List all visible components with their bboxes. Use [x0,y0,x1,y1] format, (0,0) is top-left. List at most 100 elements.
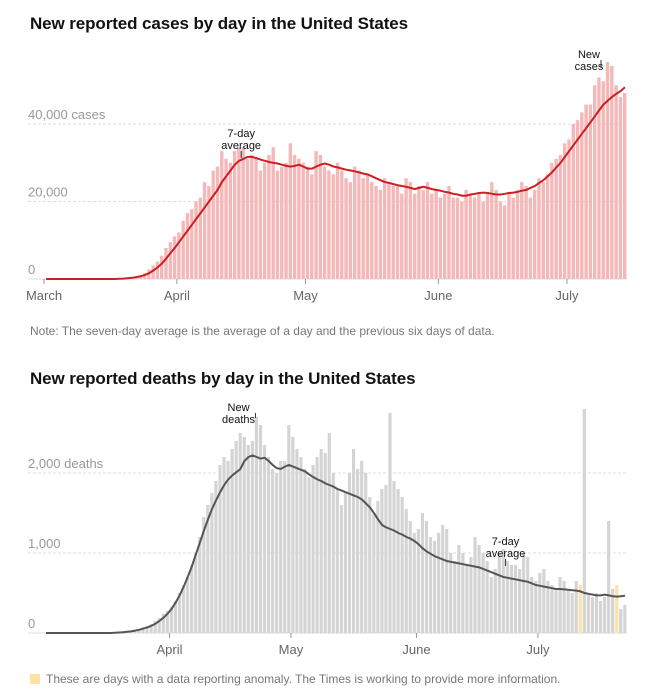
cases-bar [348,182,353,279]
deaths-bar [307,477,311,633]
deaths-bar [250,441,254,633]
cases-bar [374,186,378,279]
deaths-bar [157,617,161,633]
deaths-bar [603,597,607,633]
cases-bar [370,182,374,279]
cases-bar [438,197,443,279]
deaths-bar [424,521,429,633]
cases-bar [425,182,430,279]
cases-bar [211,170,215,279]
deaths-bar [137,629,141,633]
deaths-x-tick-label: June [402,642,430,657]
deaths-bar [315,457,319,633]
cases-bar [267,155,271,279]
cases-bar [172,236,177,279]
deaths-bar [598,601,603,633]
deaths-bar [214,481,218,633]
cases-bar [511,197,515,279]
cases-bar [340,170,344,279]
deaths-bar [198,537,202,633]
cases-bar [284,162,288,279]
cases-bar [588,104,593,279]
deaths-bar [457,545,461,633]
cases-bar [352,166,357,279]
cases-bar [472,197,477,279]
deaths-bar [327,433,331,633]
cases-bar [460,201,464,279]
cases-bar [198,197,203,279]
deaths-bar [380,489,384,633]
cases-bar [520,182,524,279]
deaths-bar [347,473,352,633]
cases-new-annotation: cases [575,61,604,73]
cases-bar [275,170,280,279]
deaths-x-tick-label: May [279,642,304,657]
deaths-bar [461,553,465,633]
cases-bar [537,178,541,279]
cases-bar [477,193,481,279]
cases-bar [194,201,198,279]
cases-bar [344,178,348,279]
cases-bar [378,189,383,279]
cases-bar [468,193,473,279]
deaths-bar [481,553,485,633]
deaths-anomaly-bar [578,585,582,633]
deaths-bar [356,469,360,633]
deaths-bar [566,589,570,633]
deaths-bar [364,473,368,633]
deaths-bar [266,457,271,633]
deaths-bar [432,541,437,633]
cases-bar [584,104,588,279]
deaths-bar [360,461,364,633]
deaths-bar [509,565,514,633]
deaths-average-line [46,454,626,634]
cases-bar [224,158,228,279]
cases-bar [593,85,597,279]
deaths-bar [453,561,457,633]
cases-avg-annotation: 7-day [227,128,255,140]
cases-bar [610,65,614,279]
deaths-bar [141,627,145,633]
cases-bar [502,205,507,279]
deaths-bar [323,453,327,633]
deaths-bar [368,497,372,633]
cases-bar [614,85,618,279]
deaths-bar [590,597,595,633]
deaths-bar [530,577,534,633]
deaths-avg-annotation: 7-day [492,536,520,548]
deaths-bar [161,613,165,633]
deaths-avg-annotation: average [486,548,526,560]
cases-chart-note: Note: The seven-day average is the avera… [30,324,495,338]
deaths-bar [546,581,550,633]
cases-bar [280,166,284,279]
cases-bar [254,158,258,279]
deaths-bar [392,481,396,633]
cases-bar [400,193,404,279]
cases-bar [155,261,160,279]
deaths-bar [173,601,178,633]
cases-bar [554,158,558,279]
deaths-bar [437,533,441,633]
cases-x-tick-label: March [26,288,62,303]
anomaly-legend-text: These are days with a data reporting ano… [46,672,561,686]
cases-bar [447,186,451,279]
cases-bar [421,189,425,279]
deaths-chart-title: New reported deaths by day in the United… [30,369,416,388]
cases-average-line [46,86,626,280]
deaths-bar [497,553,501,633]
deaths-bar [210,493,214,633]
deaths-bar [169,606,173,633]
cases-bar [228,162,233,279]
cases-bar [434,189,438,279]
deaths-bar [246,445,250,633]
cases-new-annotation: New [578,49,600,61]
deaths-bar [319,449,323,633]
cases-bar [515,189,520,279]
cases-bar [623,93,627,279]
deaths-bar [570,593,574,633]
deaths-bar [582,409,586,633]
deaths-bar [376,501,380,633]
deaths-bar [230,449,234,633]
cases-bar [451,197,455,279]
deaths-y-tick-label: 1,000 [28,536,61,551]
